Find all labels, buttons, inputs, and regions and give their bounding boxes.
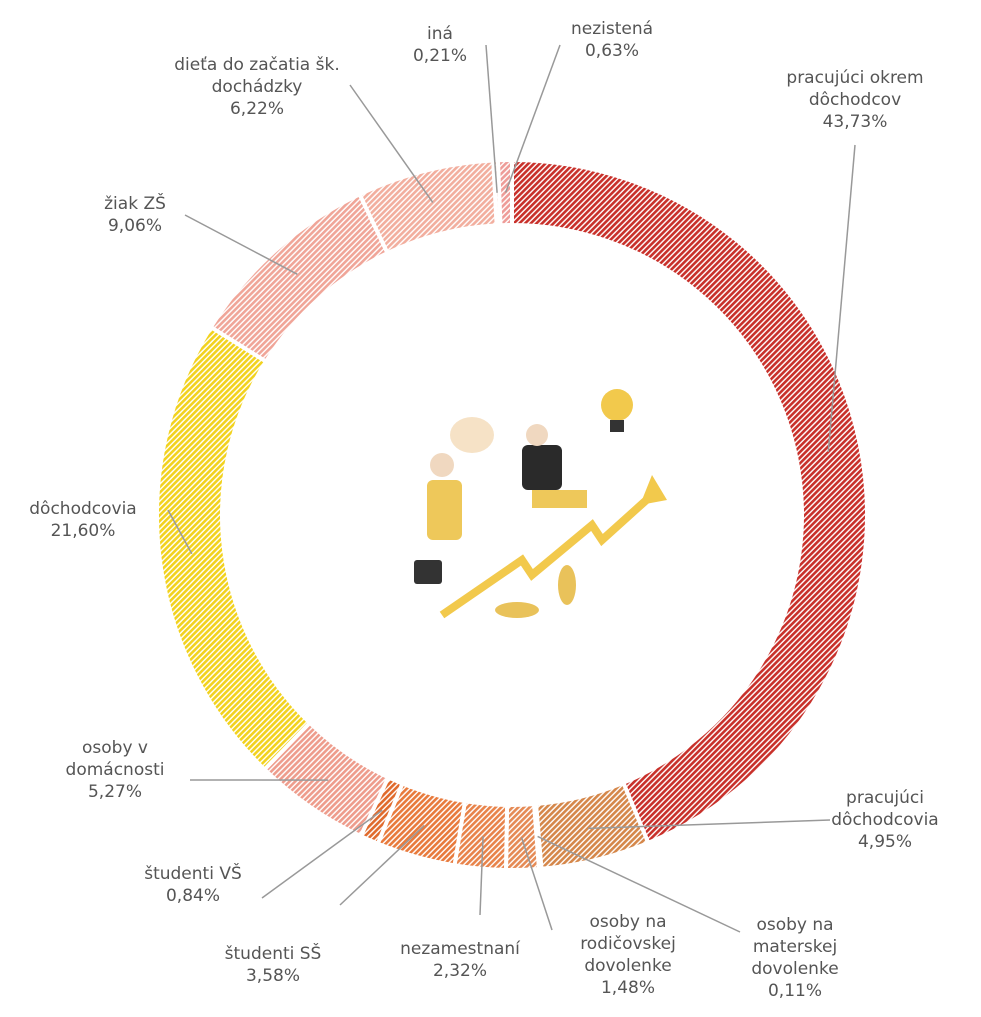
leader-line (349, 84, 434, 203)
donut-slice (356, 158, 499, 256)
value-label: 5,27% (87, 782, 142, 802)
illustration (414, 389, 667, 619)
leader-line (261, 809, 383, 899)
donut-slice (495, 157, 514, 228)
slice-label: osoby na rodičovskej dovolenke 1,48% (568, 911, 688, 999)
value-label: 0,84% (165, 886, 220, 906)
leader-line (184, 214, 298, 275)
category-label: iná (427, 24, 453, 44)
slice-label: dieťa do začatia šk. dochádzky 6,22% (165, 54, 350, 120)
value-label: 0,63% (584, 41, 639, 61)
slice-label: nezistená 0,63% (557, 18, 667, 62)
donut-slice (155, 324, 313, 773)
value-label: 21,60% (50, 521, 116, 541)
slice-label: dôchodcovia 21,60% (13, 498, 153, 542)
leader-line (479, 836, 484, 916)
leader-line (827, 144, 856, 452)
leader-line (520, 837, 553, 931)
slice-label: študenti VŠ 0,84% (138, 863, 248, 907)
value-label: 9,06% (107, 216, 162, 236)
value-label: 2,32% (432, 961, 487, 981)
value-label: 1,48% (600, 978, 655, 998)
leader-line (167, 509, 193, 555)
value-label: 0,21% (412, 46, 467, 66)
leader-line (588, 819, 831, 830)
slice-label: nezamestnaní 2,32% (385, 938, 535, 982)
donut-slice (510, 157, 869, 846)
slice-label: pracujúci okrem dôchodcov 43,73% (770, 67, 940, 133)
category-label: študenti SŠ (224, 944, 322, 964)
leader-line (504, 44, 561, 193)
value-label: 0,11% (767, 981, 822, 1001)
category-label: pracujúci okrem dôchodcov (786, 68, 924, 110)
category-label: nezistená (570, 19, 654, 39)
value-label: 6,22% (229, 99, 284, 119)
category-label: osoby na rodičovskej dovolenke (580, 912, 676, 976)
slice-label: osoby na materskej dovolenke 0,11% (743, 914, 848, 1002)
leader-line (485, 44, 498, 193)
slice-label: žiak ZŠ 9,06% (85, 193, 185, 237)
leader-line (537, 835, 741, 933)
category-label: pracujúci dôchodcovia (831, 788, 939, 830)
value-label: 3,58% (245, 966, 300, 986)
donut-slice (208, 191, 391, 365)
category-label: osoby v domácnosti (65, 738, 165, 780)
slice-label: iná 0,21% (405, 23, 475, 67)
category-label: nezamestnaní (400, 939, 520, 959)
slice-label: osoby v domácnosti 5,27% (55, 737, 175, 803)
leader-line (339, 824, 425, 906)
slice-label: študenti SŠ 3,58% (208, 943, 338, 987)
donut-slice (503, 802, 542, 872)
category-label: dieťa do začatia šk. dochádzky (174, 55, 340, 97)
category-label: dôchodcovia (29, 499, 137, 519)
value-label: 4,95% (857, 832, 912, 852)
category-label: osoby na materskej dovolenke (751, 915, 839, 979)
category-label: žiak ZŠ (104, 194, 166, 214)
category-label: študenti VŠ (144, 864, 242, 884)
value-label: 43,73% (822, 112, 888, 132)
slice-label: pracujúci dôchodcovia 4,95% (825, 787, 945, 853)
